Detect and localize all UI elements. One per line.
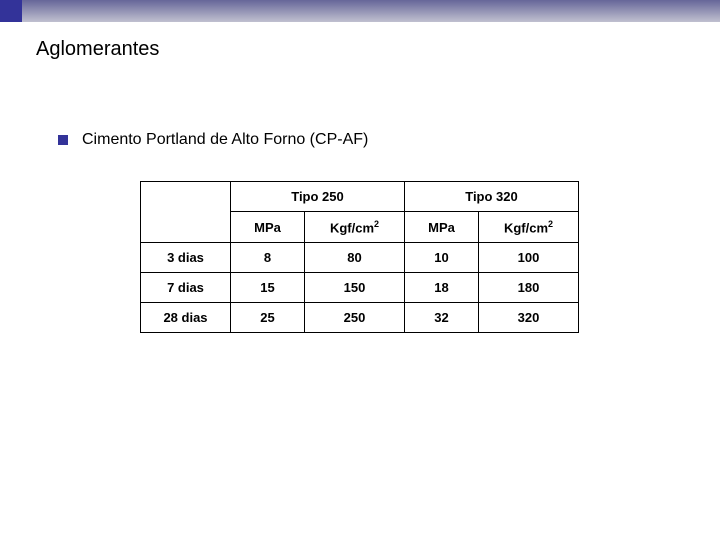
table-cell: 150	[305, 273, 405, 303]
table-group-header: Tipo 250	[231, 182, 405, 212]
bullet-text: Cimento Portland de Alto Forno (CP-AF)	[82, 131, 368, 149]
table-cell: 100	[479, 243, 579, 273]
table-cell: 25	[231, 303, 305, 333]
table-sub-header: MPa	[231, 212, 305, 243]
table-row-label: 28 dias	[141, 303, 231, 333]
table-row: 28 dias 25 250 32 320	[141, 303, 579, 333]
table-group-header: Tipo 320	[405, 182, 579, 212]
table-cell: 15	[231, 273, 305, 303]
table-row-label: 3 dias	[141, 243, 231, 273]
page-title: Aglomerantes	[36, 38, 720, 61]
table-cell: 180	[479, 273, 579, 303]
table-sub-header: MPa	[405, 212, 479, 243]
table-sub-header: Kgf/cm2	[479, 212, 579, 243]
bullet-square-icon	[58, 135, 68, 145]
table-corner-cell	[141, 182, 231, 243]
table-cell: 250	[305, 303, 405, 333]
table-row-label: 7 dias	[141, 273, 231, 303]
table-cell: 8	[231, 243, 305, 273]
table-row: 3 dias 8 80 10 100	[141, 243, 579, 273]
data-table-container: Tipo 250 Tipo 320 MPa Kgf/cm2 MPa Kgf/cm…	[140, 181, 720, 333]
table-cell: 18	[405, 273, 479, 303]
table-cell: 80	[305, 243, 405, 273]
top-bar-square	[0, 0, 22, 22]
data-table: Tipo 250 Tipo 320 MPa Kgf/cm2 MPa Kgf/cm…	[140, 181, 579, 333]
table-sub-header: Kgf/cm2	[305, 212, 405, 243]
table-row: 7 dias 15 150 18 180	[141, 273, 579, 303]
table-cell: 10	[405, 243, 479, 273]
table-header-row-groups: Tipo 250 Tipo 320	[141, 182, 579, 212]
top-bar-gradient	[22, 0, 720, 22]
bullet-item: Cimento Portland de Alto Forno (CP-AF)	[58, 131, 720, 149]
table-cell: 32	[405, 303, 479, 333]
decorative-top-bar	[0, 0, 720, 22]
table-cell: 320	[479, 303, 579, 333]
